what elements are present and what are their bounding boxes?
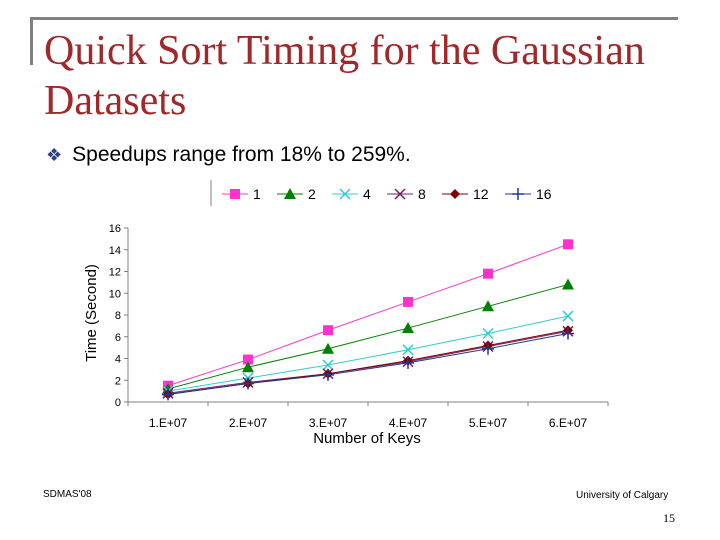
footer-conference: SDMAS'08 xyxy=(43,489,92,500)
data-point-2 xyxy=(482,300,494,312)
title-frame-top-rule xyxy=(30,17,678,20)
data-point-1 xyxy=(483,268,493,279)
series-8 xyxy=(162,325,574,399)
chart-axes: 0 2 4 6 8 10 12 14 16 1.E+07 2.E+07 3.E+07 4.E+07 5.E… xyxy=(109,223,609,430)
data-point-4 xyxy=(402,344,414,356)
data-point-1 xyxy=(403,296,413,307)
data-point-2 xyxy=(402,322,414,334)
legend-marker-4 xyxy=(339,188,351,200)
x-tick-label: 2.E+07 xyxy=(229,416,268,430)
legend-marker-16 xyxy=(512,188,524,200)
legend-item-4: 4 xyxy=(332,186,371,202)
data-point-16 xyxy=(322,368,334,381)
data-point-4 xyxy=(562,310,574,322)
series-line-16 xyxy=(167,332,569,395)
legend-label-16: 16 xyxy=(536,186,552,202)
legend-label-12: 12 xyxy=(473,186,489,202)
x-tick-label: 4.E+07 xyxy=(389,416,428,430)
legend-label-2: 2 xyxy=(308,186,316,202)
legend-item-8: 8 xyxy=(387,186,426,202)
data-point-4 xyxy=(482,327,494,340)
series-12 xyxy=(163,325,573,400)
data-point-16 xyxy=(562,327,574,340)
data-point-1 xyxy=(323,325,333,336)
data-point-16 xyxy=(482,342,494,355)
y-tick-label: 2 xyxy=(115,375,121,387)
data-point-1 xyxy=(563,239,573,250)
series-16 xyxy=(162,327,574,401)
series-line-1 xyxy=(167,243,569,387)
data-point-2 xyxy=(322,342,334,354)
data-point-4 xyxy=(322,359,334,371)
diamond-bullet-icon: ❖ xyxy=(46,144,63,165)
y-tick-label: 16 xyxy=(109,223,121,235)
y-tick-label: 8 xyxy=(115,310,121,322)
legend-item-12: 12 xyxy=(442,186,489,202)
y-tick-label: 10 xyxy=(109,288,121,300)
data-point-1 xyxy=(243,354,253,365)
chart-series xyxy=(162,239,574,401)
y-tick-label: 6 xyxy=(115,332,121,344)
x-tick-label: 5.E+07 xyxy=(469,416,508,430)
data-point-16 xyxy=(242,377,254,390)
legend-label-4: 4 xyxy=(363,186,371,202)
data-point-16 xyxy=(162,388,174,401)
series-line-8 xyxy=(167,330,569,394)
legend-item-16: 16 xyxy=(505,186,552,202)
data-point-2 xyxy=(562,278,574,290)
legend-item-2: 2 xyxy=(277,186,316,202)
series-4 xyxy=(162,310,574,397)
x-tick-label: 1.E+07 xyxy=(149,416,188,430)
series-line-2 xyxy=(167,284,569,390)
title-frame-left-rule xyxy=(30,17,33,65)
y-tick-label: 12 xyxy=(109,267,121,279)
x-axis-label: Number of Keys xyxy=(313,430,421,447)
x-tick-label: 6.E+07 xyxy=(549,416,588,430)
data-point-16 xyxy=(402,356,414,369)
legend-label-1: 1 xyxy=(253,186,261,202)
y-tick-label: 4 xyxy=(115,354,121,366)
legend-item-1: 1 xyxy=(222,186,261,202)
bullet-point: ❖ Speedups range from 18% to 259%. xyxy=(46,143,411,167)
y-tick-label: 14 xyxy=(109,245,121,257)
data-point-2 xyxy=(242,361,254,373)
y-tick-label: 0 xyxy=(115,397,121,409)
legend-label-8: 8 xyxy=(418,186,426,202)
slide-title: Quick Sort Timing for the Gaussian Datas… xyxy=(44,28,645,124)
legend-marker-8 xyxy=(394,188,406,200)
x-tick-label: 3.E+07 xyxy=(309,416,348,430)
page-number: 15 xyxy=(663,511,675,525)
series-line-4 xyxy=(167,315,569,392)
legend-marker-1 xyxy=(230,189,240,199)
chart-legend: 1 2 4 8 12 16 xyxy=(210,180,552,206)
legend-marker-2 xyxy=(284,188,296,199)
legend-marker-12 xyxy=(450,189,460,199)
footer-university: University of Calgary xyxy=(576,490,669,501)
series-2 xyxy=(162,278,574,394)
y-axis-label: Time (Second) xyxy=(83,264,100,362)
bullet-text: Speedups range from 18% to 259%. xyxy=(72,143,411,166)
